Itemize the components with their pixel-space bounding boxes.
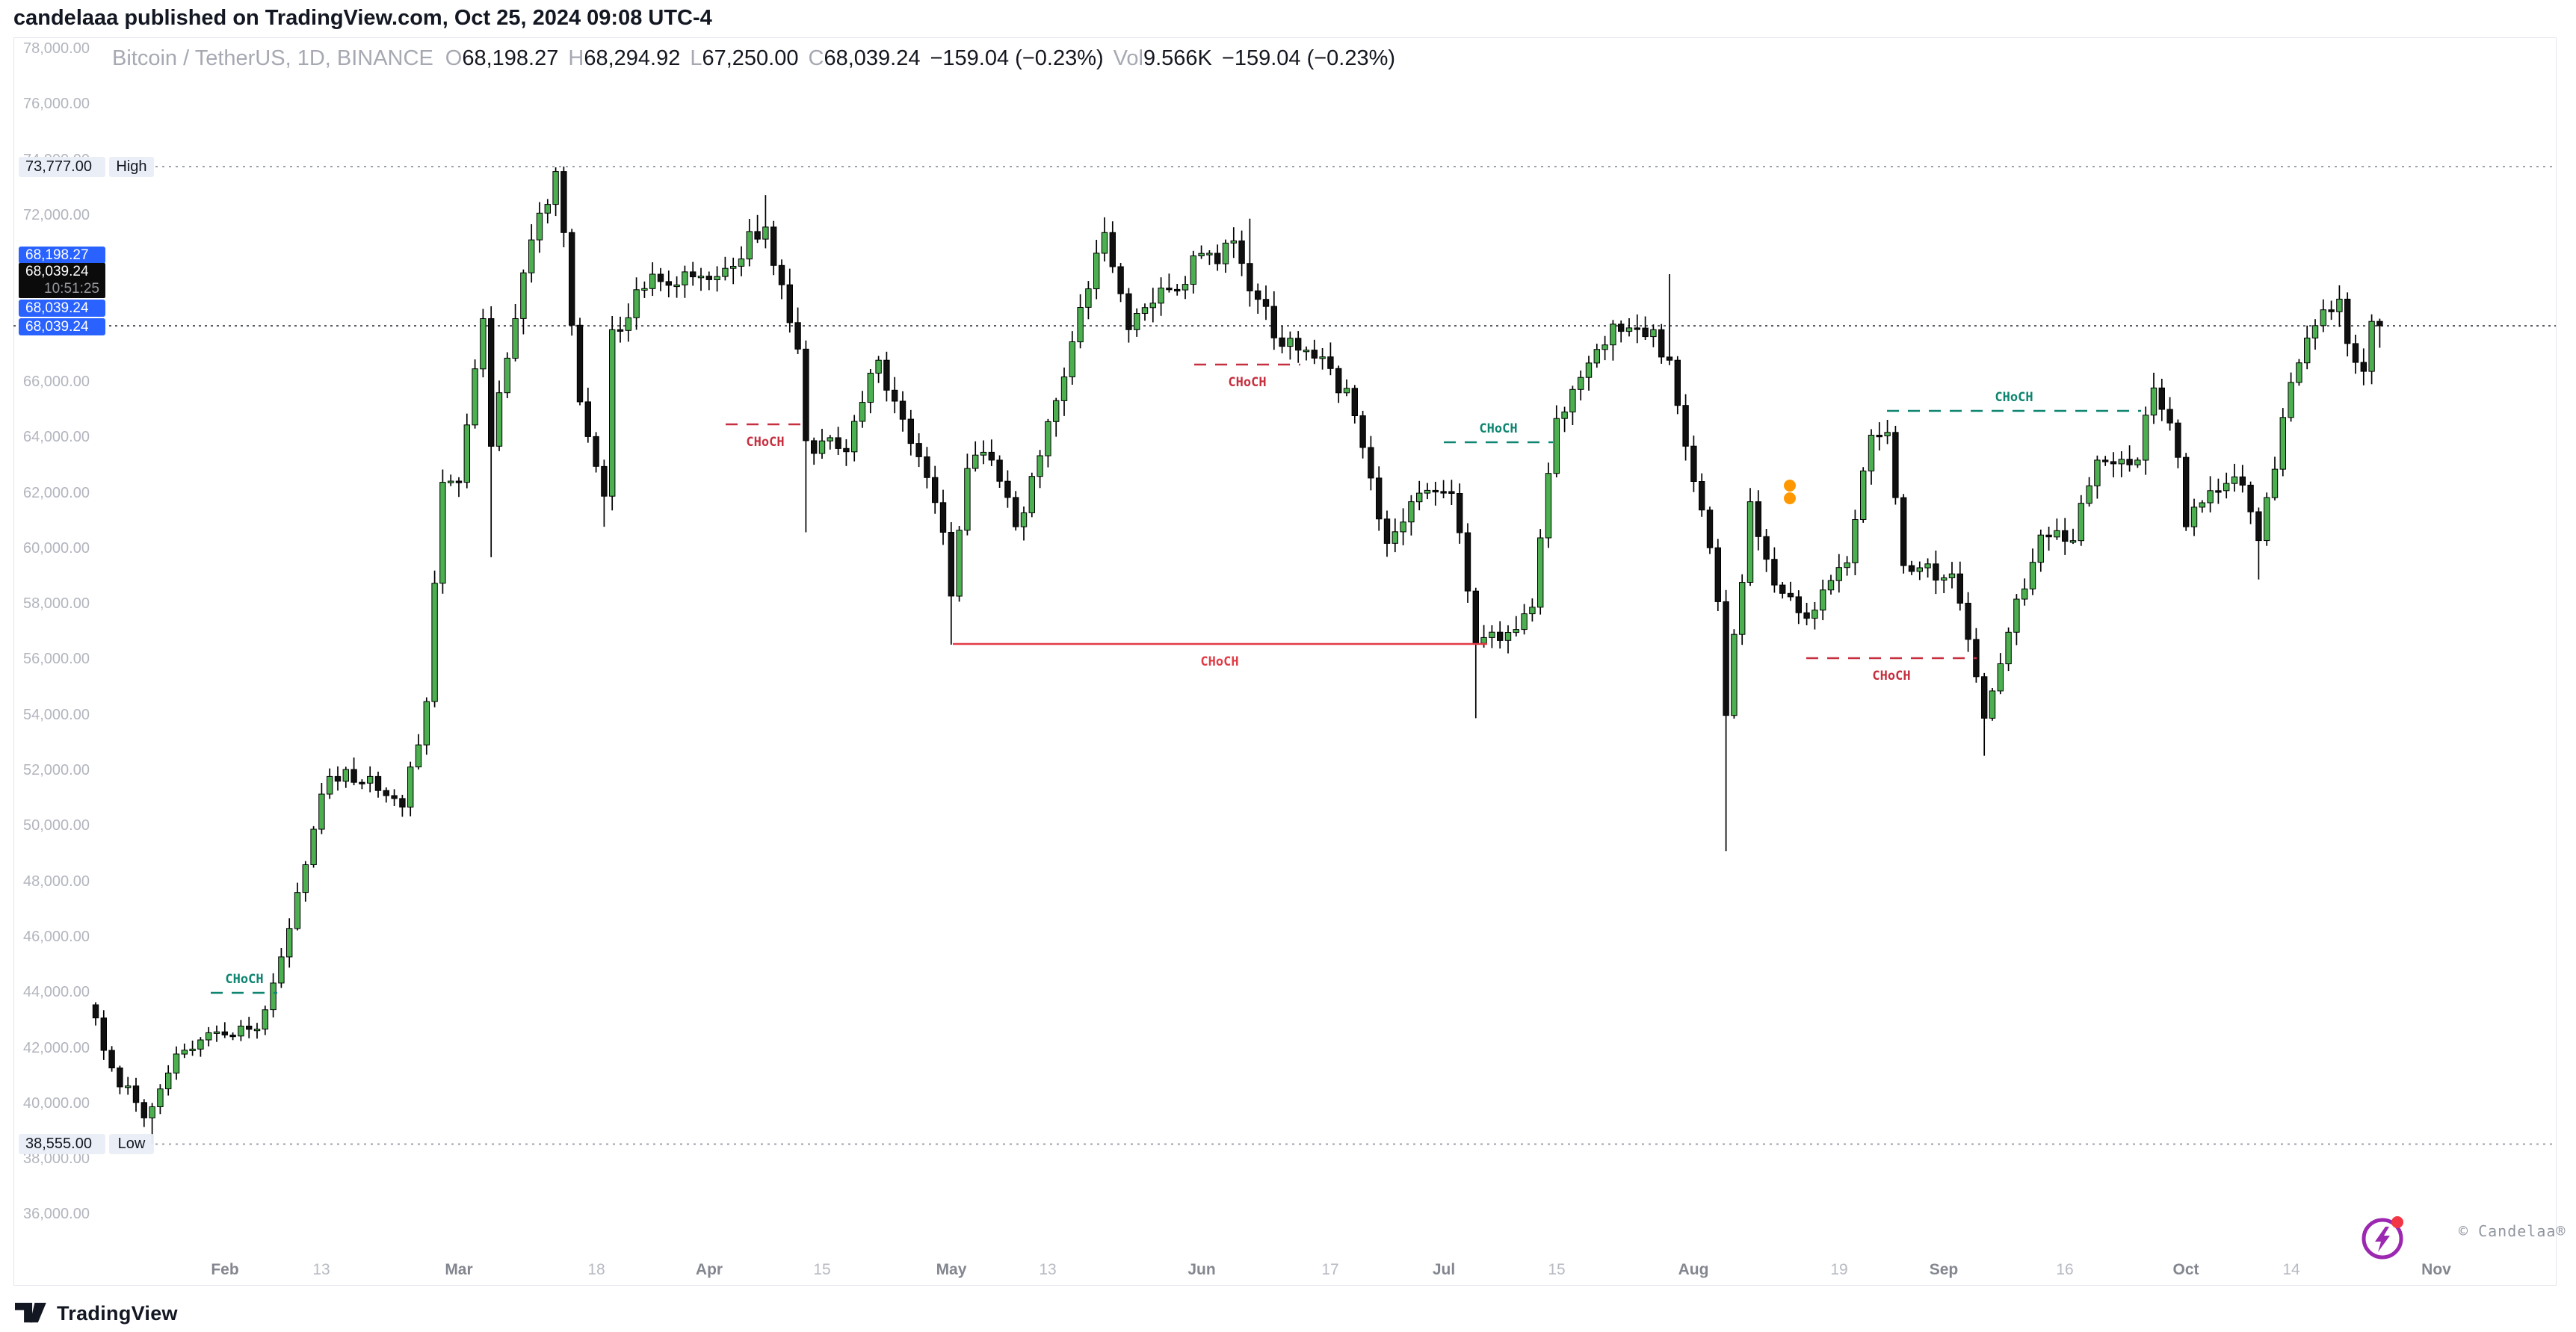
choch-annotation: CHoCH — [953, 642, 1487, 669]
price-tick: 44,000.00 — [23, 984, 90, 1000]
choch-annotation: CHoCH — [211, 972, 277, 994]
price-tick: 42,000.00 — [23, 1040, 90, 1056]
change-value: −159.04 (−0.23%) — [930, 46, 1104, 70]
session-low-label: 38,555.00 Low — [19, 1134, 154, 1154]
choch-label: CHoCH — [1872, 669, 1910, 684]
price-tick: 38,000.00 — [23, 1150, 90, 1167]
logo-red-dot — [2391, 1216, 2403, 1228]
session-high-value: 73,777.00 — [19, 157, 105, 177]
volume-change: −159.04 (−0.23%) — [1221, 46, 1396, 70]
price-tick: 48,000.00 — [23, 873, 90, 890]
price-tick: 66,000.00 — [23, 374, 90, 390]
time-tick: May — [936, 1261, 967, 1278]
time-tick: Mar — [445, 1261, 473, 1278]
open-price-label: 68,198.27 — [19, 247, 105, 264]
tradingview-logo-text[interactable]: TradingView — [57, 1302, 178, 1325]
price-tick: 78,000.00 — [23, 40, 90, 57]
price-tick: 46,000.00 — [23, 929, 90, 945]
open-value: 68,198.27 — [462, 46, 559, 70]
page-title: candelaaa published on TradingView.com, … — [13, 6, 712, 30]
time-tick: Jun — [1187, 1261, 1216, 1278]
volume-value: 9.566K — [1143, 46, 1212, 70]
symbol-title: Bitcoin / TetherUS, 1D, BINANCE — [112, 46, 433, 70]
choch-label: CHoCH — [1995, 390, 2033, 405]
close-price-label-b: 68,039.24 — [19, 318, 105, 335]
copyright-text: © Candelaa® — [2459, 1222, 2566, 1240]
price-tick: 36,000.00 — [23, 1206, 90, 1222]
choch-annotation: CHoCH — [1887, 390, 2141, 412]
choch-label: CHoCH — [1479, 421, 1517, 436]
session-high-tag: High — [109, 157, 154, 177]
time-tick: Sep — [1929, 1261, 1959, 1278]
price-tick: 50,000.00 — [23, 817, 90, 834]
time-tick: Jul — [1432, 1261, 1456, 1278]
close-price-label-a: 68,039.24 — [19, 300, 105, 317]
time-tick: Nov — [2421, 1261, 2451, 1278]
lightning-bolt-icon — [2375, 1227, 2390, 1252]
price-tick: 62,000.00 — [23, 485, 90, 501]
marker-dot — [1784, 480, 1796, 492]
high-value: 68,294.92 — [584, 46, 681, 70]
session-low-tag: Low — [109, 1134, 154, 1154]
time-tick: 18 — [587, 1261, 605, 1278]
publisher-logo — [2356, 1209, 2412, 1269]
close-letter: C — [808, 46, 824, 70]
price-tick: 56,000.00 — [23, 651, 90, 667]
bar-countdown: 10:51:25 — [44, 281, 99, 297]
time-tick: 17 — [1321, 1261, 1339, 1278]
choch-label: CHoCH — [225, 972, 263, 987]
price-tick: 72,000.00 — [23, 207, 90, 223]
logo-circle — [2362, 1218, 2403, 1260]
time-tick: 15 — [813, 1261, 831, 1278]
choch-annotation: CHoCH — [1444, 421, 1553, 444]
price-tick: 52,000.00 — [23, 762, 90, 778]
price-tick: 40,000.00 — [23, 1095, 90, 1112]
marker-dot — [1784, 492, 1796, 504]
time-tick: 14 — [2282, 1261, 2300, 1278]
time-tick: 16 — [2056, 1261, 2074, 1278]
footer: TradingView — [15, 1300, 178, 1328]
last-price-value: 68,039.24 — [25, 264, 89, 279]
low-letter: L — [690, 46, 702, 70]
time-tick: Feb — [211, 1261, 239, 1278]
choch-label: CHoCH — [746, 435, 784, 450]
close-value: 68,039.24 — [824, 46, 921, 70]
choch-annotation: CHoCH — [726, 423, 804, 450]
volume-label: Vol — [1113, 46, 1143, 70]
symbol-legend: Bitcoin / TetherUS, 1D, BINANCE O 68,198… — [112, 46, 1405, 71]
price-tick: 54,000.00 — [23, 707, 90, 723]
low-value: 67,250.00 — [702, 46, 799, 70]
time-tick: Aug — [1678, 1261, 1709, 1278]
last-price-countdown-label: 68,039.24 10:51:25 — [19, 263, 105, 298]
price-tick: 64,000.00 — [23, 429, 90, 445]
price-tick: 58,000.00 — [23, 595, 90, 612]
candlestick-series — [92, 167, 2383, 1144]
time-tick: Apr — [695, 1261, 723, 1278]
time-tick: 15 — [1548, 1261, 1566, 1278]
time-tick: 13 — [312, 1261, 330, 1278]
open-letter: O — [445, 46, 463, 70]
price-tick: 76,000.00 — [23, 96, 90, 112]
high-letter: H — [568, 46, 584, 70]
session-low-value: 38,555.00 — [19, 1134, 105, 1154]
time-tick: 19 — [1830, 1261, 1848, 1278]
price-tick: 60,000.00 — [23, 540, 90, 557]
choch-annotation: CHoCH — [1194, 363, 1300, 390]
choch-label: CHoCH — [1200, 654, 1238, 669]
time-tick: 13 — [1039, 1261, 1057, 1278]
session-high-label: 73,777.00 High — [19, 157, 154, 177]
time-tick: Oct — [2172, 1261, 2199, 1278]
tradingview-logo-icon[interactable] — [15, 1300, 48, 1328]
choch-annotation: CHoCH — [1806, 657, 1977, 684]
choch-label: CHoCH — [1228, 375, 1266, 390]
